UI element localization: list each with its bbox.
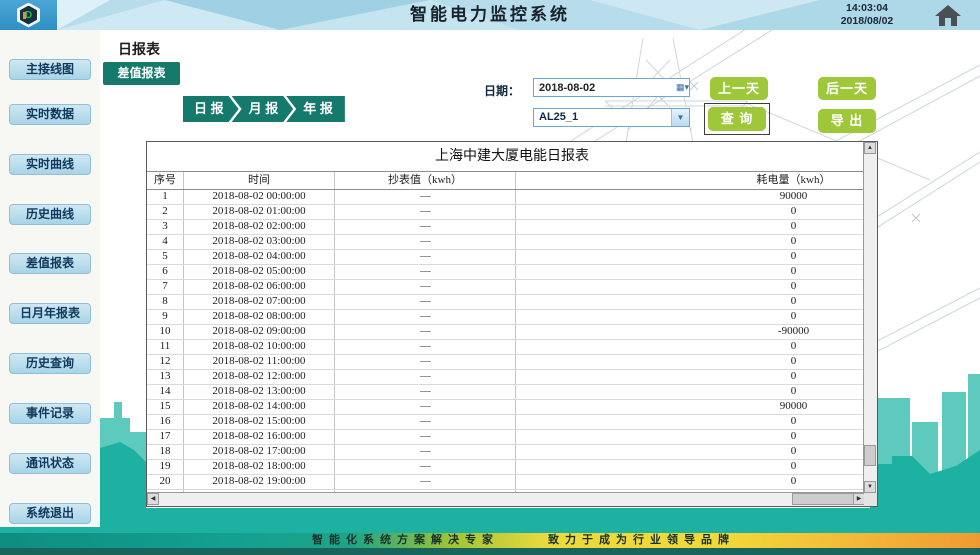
table-row: 2 2018-08-02 01:00:00 ---- 0 [147,205,877,220]
main-content: 日报表 差值报表 日 报 月 报 年 报 日期： ▦▾ AL25_1 ▼ 上一天… [100,30,980,508]
app-title: 智能电力监控系统 [410,5,570,24]
table-row: 20 2018-08-02 19:00:00 ---- 0 [147,475,877,490]
clock-time: 14:03:04 [845,2,889,14]
table-row: 9 2018-08-02 08:00:00 ---- 0 [147,310,877,325]
vertical-scrollbar-thumb[interactable] [864,445,876,466]
table-row: 21 2018-08-02 20:00:00 ---- 0 [147,490,877,492]
table-title: 上海中建大厦电能日报表 [435,149,589,164]
column-header-time: 时间 [184,172,335,189]
scroll-left-icon[interactable]: ◀ [147,493,159,505]
table-header-row: 序号 时间 抄表值（kwh） 耗电量（kwh） [147,171,877,190]
device-select-value: AL25_1 [539,111,579,123]
column-header-no: 序号 [147,172,184,189]
export-button[interactable]: 导 出 [818,109,876,133]
table-row: 7 2018-08-02 06:00:00 ---- 0 [147,280,877,295]
horizontal-scrollbar[interactable]: ◀ ▶ [147,492,865,506]
table-row: 8 2018-08-02 07:00:00 ---- 0 [147,295,877,310]
sidebar-item[interactable]: 实时曲线 [9,154,91,175]
date-label: 日期： [484,84,521,98]
table-row: 16 2018-08-02 15:00:00 ---- 0 [147,415,877,430]
chevron-down-icon[interactable]: ▼ [671,109,689,126]
header-bar: D 智能电力监控系统 14:03:04 2018/08/02 [0,0,980,30]
report-table: 上海中建大厦电能日报表 序号 时间 抄表值（kwh） 耗电量（kwh） 1 20… [146,141,878,507]
sidebar-item[interactable]: 事件记录 [9,403,91,424]
query-button-focus-ring: 查 询 [704,103,770,135]
sidebar-item[interactable]: 系统退出 [9,503,91,524]
sidebar-item[interactable]: 历史曲线 [9,204,91,225]
table-row: 19 2018-08-02 18:00:00 ---- 0 [147,460,877,475]
sidebar-item[interactable]: 差值报表 [9,253,91,274]
device-select[interactable]: AL25_1 ▼ [533,108,690,127]
page-title: 日报表 [118,41,160,57]
footer-dark-strip [0,548,980,555]
footer-slogan-2: 致力于成为行业领导品牌 [548,534,735,546]
table-row: 14 2018-08-02 13:00:00 ---- 0 [147,385,877,400]
vertical-scrollbar[interactable]: ▲ ▼ [863,142,877,493]
sidebar-item[interactable]: 主接线图 [9,59,91,80]
column-header-meter: 抄表值（kwh） [335,172,516,189]
calendar-dropdown-icon[interactable]: ▦▾ [670,80,689,95]
report-type-button[interactable]: 差值报表 [103,62,180,85]
tab-monthly[interactable]: 月 报 [232,96,294,122]
clock: 14:03:04 2018/08/02 [822,2,912,28]
sidebar-item[interactable]: 实时数据 [9,104,91,125]
footer-slogan-1: 智能化系统方案解决专家 [312,534,499,546]
report-tabs: 日 报 月 报 年 报 [183,96,345,122]
sidebar-item[interactable]: 日月年报表 [9,303,91,324]
scroll-up-icon[interactable]: ▲ [864,142,876,154]
table-row: 12 2018-08-02 11:00:00 ---- 0 [147,355,877,370]
scrollbar-corner [864,493,877,506]
prev-day-button[interactable]: 上一天 [710,77,768,100]
table-row: 11 2018-08-02 10:00:00 ---- 0 [147,340,877,355]
sidebar-item[interactable]: 历史查询 [9,353,91,374]
logo-block: D [0,0,57,30]
footer-banner: 智能化系统方案解决专家 致力于成为行业领导品牌 [0,533,980,548]
table-row: 5 2018-08-02 04:00:00 ---- 0 [147,250,877,265]
tab-yearly[interactable]: 年 报 [286,96,345,122]
clock-date: 2018/08/02 [840,15,894,27]
column-header-consumption: 耗电量（kwh） [756,174,831,186]
table-row: 13 2018-08-02 12:00:00 ---- 0 [147,370,877,385]
table-row: 18 2018-08-02 17:00:00 ---- 0 [147,445,877,460]
sidebar-item[interactable]: 通讯状态 [9,453,91,474]
table-row: 6 2018-08-02 05:00:00 ---- 0 [147,265,877,280]
table-row: 17 2018-08-02 16:00:00 ---- 0 [147,430,877,445]
query-button[interactable]: 查 询 [708,107,766,131]
table-row: 15 2018-08-02 14:00:00 ---- 90000 [147,400,877,415]
next-day-button[interactable]: 后一天 [818,77,876,100]
table-body: 1 2018-08-02 00:00:00 ---- 90000 2 2018-… [147,190,877,492]
table-row: 10 2018-08-02 09:00:00 ---- -90000 [147,325,877,340]
horizontal-scrollbar-thumb[interactable] [792,493,862,505]
table-row: 3 2018-08-02 02:00:00 ---- 0 [147,220,877,235]
header-facet-pattern [57,0,980,30]
table-row: 4 2018-08-02 03:00:00 ---- 0 [147,235,877,250]
sidebar: 主接线图实时数据实时曲线历史曲线差值报表日月年报表历史查询事件记录通讯状态系统退… [0,30,100,527]
table-row: 1 2018-08-02 00:00:00 ---- 90000 [147,190,877,205]
home-icon[interactable] [934,4,962,27]
tab-daily[interactable]: 日 报 [183,96,239,122]
scroll-down-icon[interactable]: ▼ [864,481,876,493]
logo-icon: D [17,2,40,28]
date-input[interactable] [533,78,690,97]
